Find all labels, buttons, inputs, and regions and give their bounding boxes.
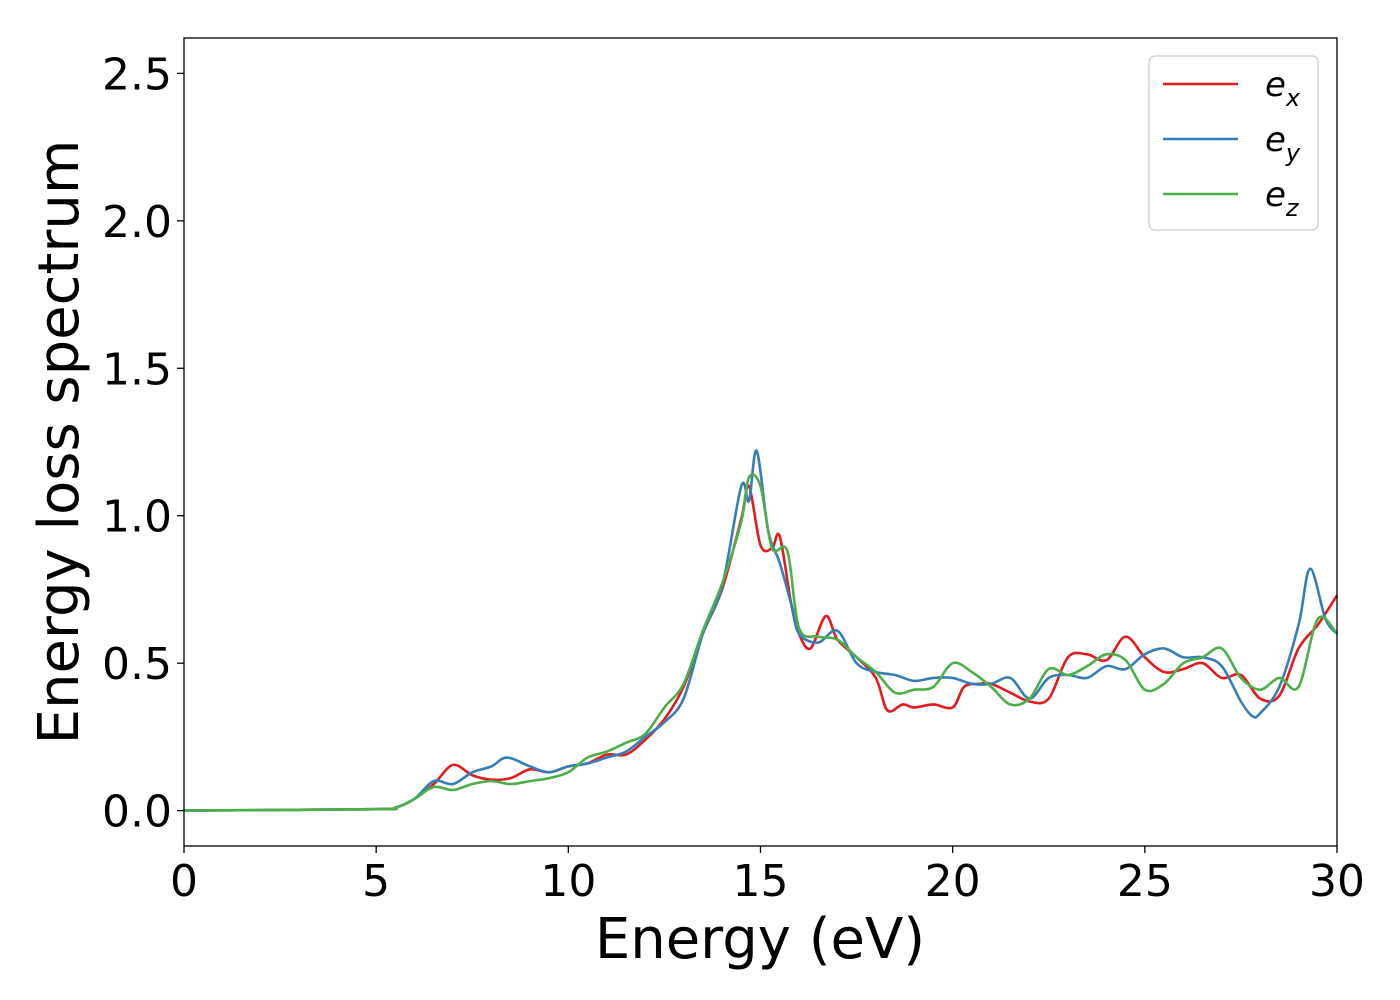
y-axis-ticks: 0.0 0.5 1.0 1.5 2.0 2.5 [102,49,184,838]
x-axis-label: Energy (eV) [595,907,925,972]
legend: ex ey ez [1148,55,1319,231]
y-tick-label: 2.5 [102,49,172,100]
plot-background [184,38,1337,846]
legend-label-e-z: ez [1265,175,1300,222]
legend-label-e-y: ey [1265,120,1301,167]
series-line-e-z [183,473,1338,812]
x-tick-label: 20 [925,856,981,907]
x-tick-label: 0 [170,856,198,907]
legend-box [1148,55,1319,231]
x-tick-label: 5 [362,856,390,907]
x-tick-label: 30 [1309,856,1365,907]
x-axis-ticks: 0 5 10 15 20 25 30 [170,846,1365,907]
y-tick-label: 1.5 [102,344,172,395]
legend-label-e-x: ex [1265,65,1301,112]
series-line-e-x [183,484,1339,812]
series-layer [183,449,1339,812]
y-tick-label: 0.0 [102,787,172,838]
x-tick-label: 10 [540,856,596,907]
y-tick-label: 2.0 [102,197,172,248]
x-tick-label: 25 [1117,856,1173,907]
y-tick-label: 0.5 [102,639,172,690]
y-axis-label: Energy loss spectrum [27,140,92,745]
x-tick-label: 15 [733,856,789,907]
y-tick-label: 1.0 [102,492,172,543]
